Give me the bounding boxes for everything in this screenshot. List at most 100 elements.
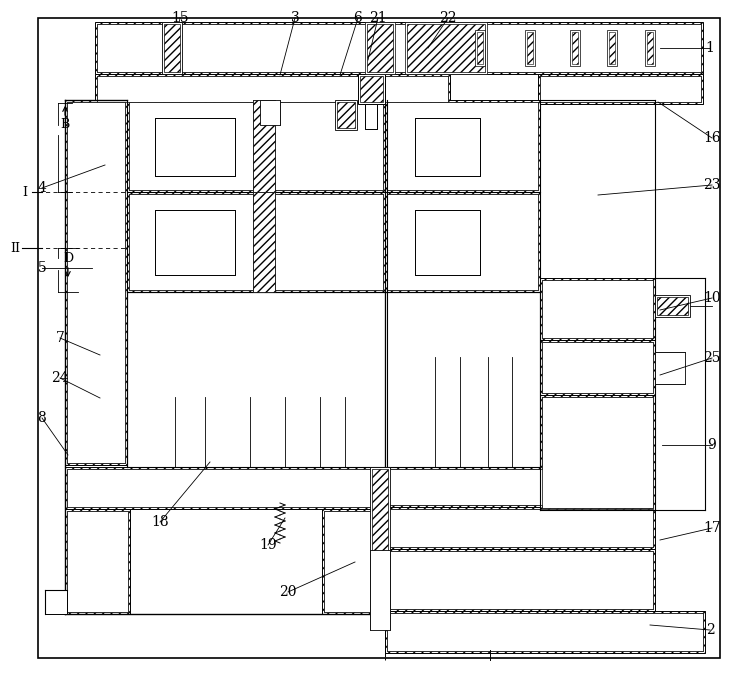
Bar — [253, 100, 275, 192]
Bar — [657, 297, 688, 315]
Bar — [475, 30, 485, 66]
Text: 19: 19 — [259, 538, 277, 552]
Bar — [645, 30, 655, 66]
Bar — [324, 511, 385, 612]
Text: 17: 17 — [703, 521, 721, 535]
Bar — [387, 294, 538, 378]
Bar — [387, 469, 653, 505]
Bar — [387, 469, 653, 505]
Bar — [67, 102, 125, 463]
Bar — [415, 210, 480, 275]
Bar — [540, 76, 701, 102]
Bar — [387, 102, 538, 190]
Text: 6: 6 — [354, 11, 362, 25]
Text: B: B — [60, 118, 69, 131]
Text: 3: 3 — [291, 11, 299, 25]
Bar — [129, 194, 383, 290]
Bar — [260, 100, 280, 125]
Bar — [385, 507, 655, 549]
Bar — [253, 192, 275, 292]
Bar — [387, 613, 703, 651]
Bar — [95, 74, 450, 104]
Bar — [127, 427, 385, 467]
Text: 8: 8 — [38, 411, 46, 425]
Bar — [387, 294, 538, 378]
Text: 10: 10 — [703, 291, 721, 305]
Bar — [542, 397, 653, 465]
Bar — [387, 613, 703, 651]
Text: 15: 15 — [171, 11, 188, 25]
Bar — [385, 192, 540, 292]
Bar — [322, 509, 387, 614]
Bar — [67, 102, 125, 463]
Bar — [162, 22, 182, 74]
Text: II: II — [10, 242, 20, 254]
Bar — [67, 469, 385, 507]
Bar — [542, 280, 653, 338]
Bar — [412, 357, 513, 388]
Bar — [97, 76, 448, 102]
Bar — [129, 294, 383, 360]
Bar — [540, 76, 701, 102]
Text: 9: 9 — [708, 438, 717, 452]
Bar — [67, 511, 128, 612]
Bar — [477, 32, 483, 64]
Bar — [95, 22, 703, 74]
Bar — [67, 469, 385, 507]
Bar — [370, 550, 390, 630]
Bar — [129, 429, 383, 465]
Bar — [385, 549, 655, 611]
Bar — [387, 551, 653, 609]
Bar — [525, 30, 535, 66]
Bar — [538, 74, 703, 104]
Bar — [570, 30, 580, 66]
Bar — [412, 392, 513, 423]
Bar — [542, 397, 653, 465]
Bar — [372, 469, 388, 610]
Text: 5: 5 — [38, 261, 46, 275]
Bar — [412, 357, 513, 388]
Bar — [367, 24, 393, 72]
Bar — [385, 292, 540, 467]
Bar — [129, 397, 383, 425]
Bar — [370, 467, 390, 612]
Bar — [360, 76, 383, 102]
Bar — [387, 509, 653, 547]
Bar — [385, 100, 540, 192]
Text: 25: 25 — [703, 351, 720, 365]
Bar — [129, 429, 383, 465]
Bar — [387, 194, 538, 290]
Bar — [155, 210, 235, 275]
Bar — [67, 511, 128, 612]
Bar — [655, 352, 685, 384]
Bar — [129, 397, 383, 425]
Text: 7: 7 — [56, 331, 64, 345]
Bar — [129, 194, 383, 290]
Bar — [129, 102, 383, 190]
Bar — [365, 22, 395, 74]
Bar — [410, 390, 515, 425]
Bar — [415, 118, 480, 176]
Bar — [405, 22, 487, 74]
Bar — [337, 102, 355, 128]
Bar — [387, 551, 653, 609]
Bar — [609, 32, 615, 64]
Bar — [385, 611, 705, 653]
Text: 20: 20 — [279, 585, 297, 599]
Bar — [607, 30, 617, 66]
Bar — [542, 397, 653, 508]
Bar — [412, 392, 513, 423]
Bar — [127, 292, 385, 362]
Bar — [129, 294, 383, 360]
Bar — [655, 295, 690, 317]
Bar — [572, 32, 578, 64]
Bar — [540, 395, 655, 467]
Text: 18: 18 — [151, 515, 169, 529]
Text: 2: 2 — [706, 623, 714, 637]
Bar — [410, 355, 515, 390]
Bar — [387, 102, 538, 190]
Bar — [65, 467, 387, 509]
Bar — [540, 340, 655, 395]
Bar — [45, 590, 67, 614]
Bar — [127, 192, 385, 292]
